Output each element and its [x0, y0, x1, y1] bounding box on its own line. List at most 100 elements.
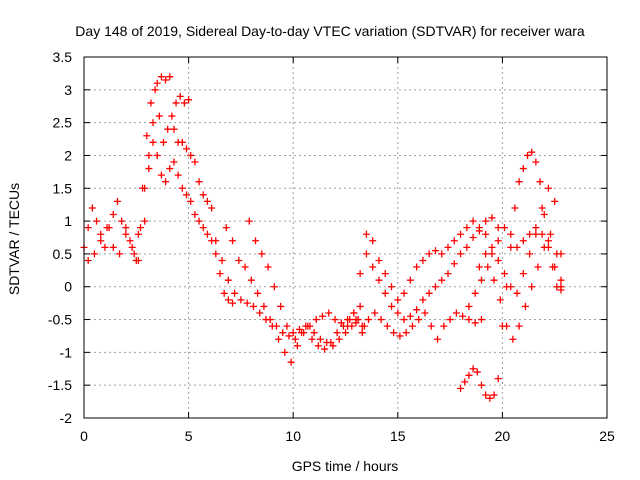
- data-point: [243, 299, 251, 307]
- data-point: [195, 178, 203, 186]
- data-point: [440, 322, 448, 330]
- data-point: [183, 145, 191, 153]
- data-point: [427, 322, 435, 330]
- data-point: [519, 165, 527, 173]
- data-point: [178, 184, 186, 192]
- data-point: [224, 296, 232, 304]
- data-point: [463, 243, 471, 251]
- data-point: [187, 151, 195, 159]
- data-point: [381, 289, 389, 297]
- data-point: [128, 243, 136, 251]
- y-tick-label: 3: [64, 82, 72, 98]
- data-point: [377, 316, 385, 324]
- data-point: [488, 243, 496, 251]
- data-point: [477, 381, 485, 389]
- data-point: [229, 237, 237, 245]
- data-point: [109, 211, 117, 219]
- data-point: [241, 263, 249, 271]
- data-point: [101, 243, 109, 251]
- data-point: [136, 224, 144, 232]
- data-point: [97, 230, 105, 238]
- data-point: [473, 368, 481, 376]
- data-point: [203, 197, 211, 205]
- data-point: [164, 125, 172, 133]
- data-point: [149, 119, 157, 127]
- data-point: [289, 329, 297, 337]
- data-point: [247, 276, 255, 284]
- data-point: [469, 365, 477, 373]
- chart-title: Day 148 of 2019, Sidereal Day-to-day VTE…: [75, 23, 585, 39]
- data-point: [122, 230, 130, 238]
- data-point: [515, 322, 523, 330]
- data-point: [509, 335, 517, 343]
- data-point: [145, 151, 153, 159]
- data-point: [141, 217, 149, 225]
- data-point: [231, 289, 239, 297]
- data-point: [494, 237, 502, 245]
- data-point: [528, 148, 536, 156]
- data-point: [362, 250, 370, 258]
- data-point: [203, 230, 211, 238]
- data-point: [285, 332, 293, 340]
- data-point: [172, 99, 180, 107]
- data-point: [162, 76, 170, 84]
- data-point: [260, 302, 268, 310]
- data-point: [526, 250, 534, 258]
- data-point: [331, 316, 339, 324]
- data-point: [174, 171, 182, 179]
- data-point: [153, 151, 161, 159]
- data-point: [526, 230, 534, 238]
- data-point: [191, 211, 199, 219]
- data-point: [369, 237, 377, 245]
- y-tick-label: 2.5: [53, 115, 73, 131]
- data-point: [195, 217, 203, 225]
- data-point: [293, 342, 301, 350]
- data-point: [375, 276, 383, 284]
- data-point: [500, 270, 508, 278]
- data-point: [431, 283, 439, 291]
- data-point: [212, 237, 220, 245]
- data-point: [419, 296, 427, 304]
- data-point: [147, 99, 155, 107]
- data-point: [394, 296, 402, 304]
- x-tick-label: 5: [185, 428, 193, 444]
- data-point: [157, 73, 165, 81]
- data-point: [557, 250, 565, 258]
- x-tick-label: 25: [599, 428, 615, 444]
- data-point: [325, 309, 333, 317]
- data-point: [180, 99, 188, 107]
- x-tick-label: 0: [80, 428, 88, 444]
- data-point: [130, 250, 138, 258]
- data-point: [425, 250, 433, 258]
- data-point: [400, 316, 408, 324]
- data-point: [452, 309, 460, 317]
- data-point: [444, 243, 452, 251]
- data-point: [515, 178, 523, 186]
- data-point: [356, 270, 364, 278]
- x-axis-label: GPS time / hours: [292, 458, 399, 474]
- data-point: [507, 243, 515, 251]
- data-point: [475, 263, 483, 271]
- data-point: [450, 237, 458, 245]
- data-point: [415, 316, 423, 324]
- data-point: [471, 289, 479, 297]
- data-point: [344, 322, 352, 330]
- data-point: [277, 302, 285, 310]
- data-point: [538, 204, 546, 212]
- data-point: [218, 256, 226, 264]
- data-point: [358, 322, 366, 330]
- data-point: [170, 158, 178, 166]
- y-tick-label: 0.5: [53, 246, 73, 262]
- data-point: [208, 204, 216, 212]
- data-point: [103, 224, 111, 232]
- data-point: [318, 312, 326, 320]
- data-point-layer: [80, 73, 565, 402]
- data-point: [551, 263, 559, 271]
- data-point: [536, 178, 544, 186]
- data-point: [402, 329, 410, 337]
- data-point: [88, 204, 96, 212]
- data-point: [463, 224, 471, 232]
- data-point: [488, 250, 496, 258]
- data-point: [84, 256, 92, 264]
- data-point: [256, 309, 264, 317]
